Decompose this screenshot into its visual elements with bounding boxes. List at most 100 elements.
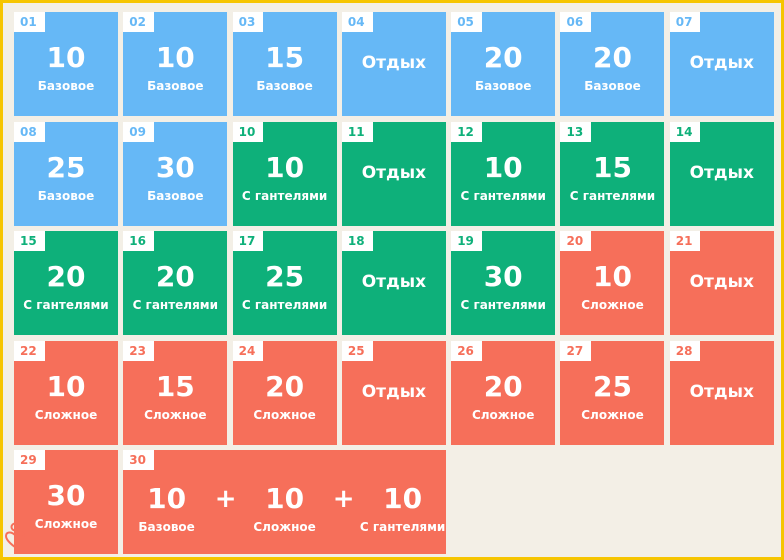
exercise-type-label: С гантелями: [460, 298, 546, 312]
day-number: 14: [669, 121, 701, 142]
day-number: 09: [123, 121, 154, 142]
heart-figure-icon: [4, 522, 26, 549]
reps-count: 20: [483, 41, 523, 74]
day-number: 15: [14, 231, 45, 251]
reps-count: 25: [46, 150, 86, 184]
reps-count: 15: [265, 41, 305, 74]
exercise-type-label: С гантелями: [569, 188, 656, 203]
exercise-type-label: Сложное: [581, 298, 644, 312]
reps-count: 20: [155, 260, 195, 293]
rest-label: Отдых: [361, 272, 427, 292]
exercise-type-label: С гантелями: [132, 298, 219, 312]
exercise-type-label: Базовое: [37, 79, 95, 93]
day-number: 05: [451, 12, 482, 32]
day-tile-27: 27 25 Сложное: [560, 340, 665, 445]
exercise-type-label: Сложное: [34, 517, 98, 531]
day-number: 13: [560, 121, 592, 142]
day-number: 23: [123, 340, 154, 361]
day-tile-19: 19 30 С гантелями: [451, 231, 556, 335]
reps-count: 10: [46, 369, 86, 403]
day-number: 19: [451, 231, 482, 251]
rest-label: Отдых: [689, 272, 754, 292]
day-tile-20: 20 10 Сложное: [560, 231, 665, 335]
day-tile-05: 05 20 Базовое: [451, 12, 556, 116]
day-tile-08: 08 25 Базовое: [14, 121, 118, 226]
exercise-type-label: Сложное: [581, 407, 644, 422]
exercise-type-label: Базовое: [147, 79, 204, 93]
day-tile-23: 23 15 Сложное: [123, 340, 228, 445]
day-number: 26: [451, 340, 482, 361]
exercise-type-label: Сложное: [471, 407, 535, 422]
reps-count: 20: [46, 260, 86, 293]
reps-count: 10: [383, 482, 423, 515]
day-tile-16: 16 20 С гантелями: [123, 231, 228, 335]
plus-sign: +: [214, 484, 237, 514]
day-number: 24: [232, 340, 264, 361]
day-tile-18: 18 Отдых: [341, 231, 446, 335]
exercise-type-label: Базовое: [37, 188, 95, 203]
exercise-type-label: Базовое: [147, 188, 204, 203]
reps-count: 30: [46, 479, 86, 512]
day-tile-06: 06 20 Базовое: [560, 12, 665, 116]
rest-label: Отдых: [689, 53, 754, 73]
exercise-type-label: С гантелями: [241, 298, 328, 312]
day-tile-15: 15 20 С гантелями: [14, 231, 118, 335]
day-number: 28: [669, 340, 701, 361]
combined-workout: 10 Базовое +10 Сложное +10 С гантелями: [122, 475, 448, 535]
day-number: 04: [341, 12, 373, 32]
day-number: 16: [123, 231, 154, 251]
exercise-type-label: С гантелями: [23, 298, 109, 312]
day-number: 12: [451, 121, 482, 142]
day-number: 25: [341, 340, 373, 361]
reps-count: 25: [265, 260, 305, 293]
reps-count: 10: [265, 150, 305, 184]
day-number: 20: [560, 231, 592, 251]
reps-count: 20: [265, 369, 305, 403]
reps-count: 10: [155, 41, 195, 74]
combo-part: 10 С гантелями: [358, 475, 448, 535]
rest-label: Отдых: [361, 162, 427, 183]
day-tile-01: 01 10 Базовое: [14, 12, 118, 116]
reps-count: 30: [155, 150, 195, 184]
reps-count: 10: [483, 150, 523, 184]
exercise-type-label: Базовое: [474, 79, 532, 93]
exercise-type-label: Сложное: [144, 407, 207, 422]
day-tile-17: 17 25 С гантелями: [232, 231, 337, 335]
day-tile-26: 26 20 Сложное: [451, 340, 556, 445]
day-number: 02: [123, 12, 154, 32]
plus-sign: +: [332, 484, 355, 514]
day-number: 10: [232, 121, 264, 142]
combo-part: 10 Сложное: [240, 475, 330, 535]
reps-count: 10: [147, 482, 187, 515]
day-number: 01: [14, 12, 45, 32]
day-tile-11: 11 Отдых: [341, 121, 446, 226]
rest-label: Отдых: [361, 53, 427, 73]
day-number: 18: [341, 231, 373, 251]
day-tile-04: 04 Отдых: [341, 12, 446, 116]
exercise-type-label: Базовое: [256, 79, 313, 93]
day-tile-25: 25 Отдых: [341, 340, 446, 445]
day-number: 07: [669, 12, 701, 32]
day-tile-29: 29 30 Сложное: [14, 450, 118, 554]
day-number: 21: [669, 231, 701, 251]
day-tile-09: 09 30 Базовое: [123, 121, 228, 226]
reps-count: 20: [483, 369, 523, 403]
day-number: 03: [232, 12, 264, 32]
exercise-type-label: С гантелями: [359, 520, 446, 534]
rest-label: Отдых: [689, 162, 754, 183]
exercise-type-label: С гантелями: [460, 188, 546, 203]
exercise-type-label: Базовое: [584, 79, 641, 93]
day-tile-21: 21 Отдых: [669, 231, 774, 335]
day-tile-10: 10 10 С гантелями: [232, 121, 337, 226]
day-tile-24: 24 20 Сложное: [232, 340, 337, 445]
exercise-type-label: Сложное: [253, 520, 316, 534]
day-number: 27: [560, 340, 592, 361]
exercise-type-label: Сложное: [34, 407, 98, 422]
reps-count: 25: [593, 369, 632, 403]
rest-label: Отдых: [689, 381, 754, 402]
day-tile-07: 07 Отдых: [669, 12, 774, 116]
day-tile-30: 30 10 Базовое +10 Сложное +10 С гантелями: [123, 450, 446, 554]
day-number: 29: [14, 450, 45, 470]
day-tile-12: 12 10 С гантелями: [451, 121, 556, 226]
combo-part: 10 Базовое: [122, 475, 212, 535]
